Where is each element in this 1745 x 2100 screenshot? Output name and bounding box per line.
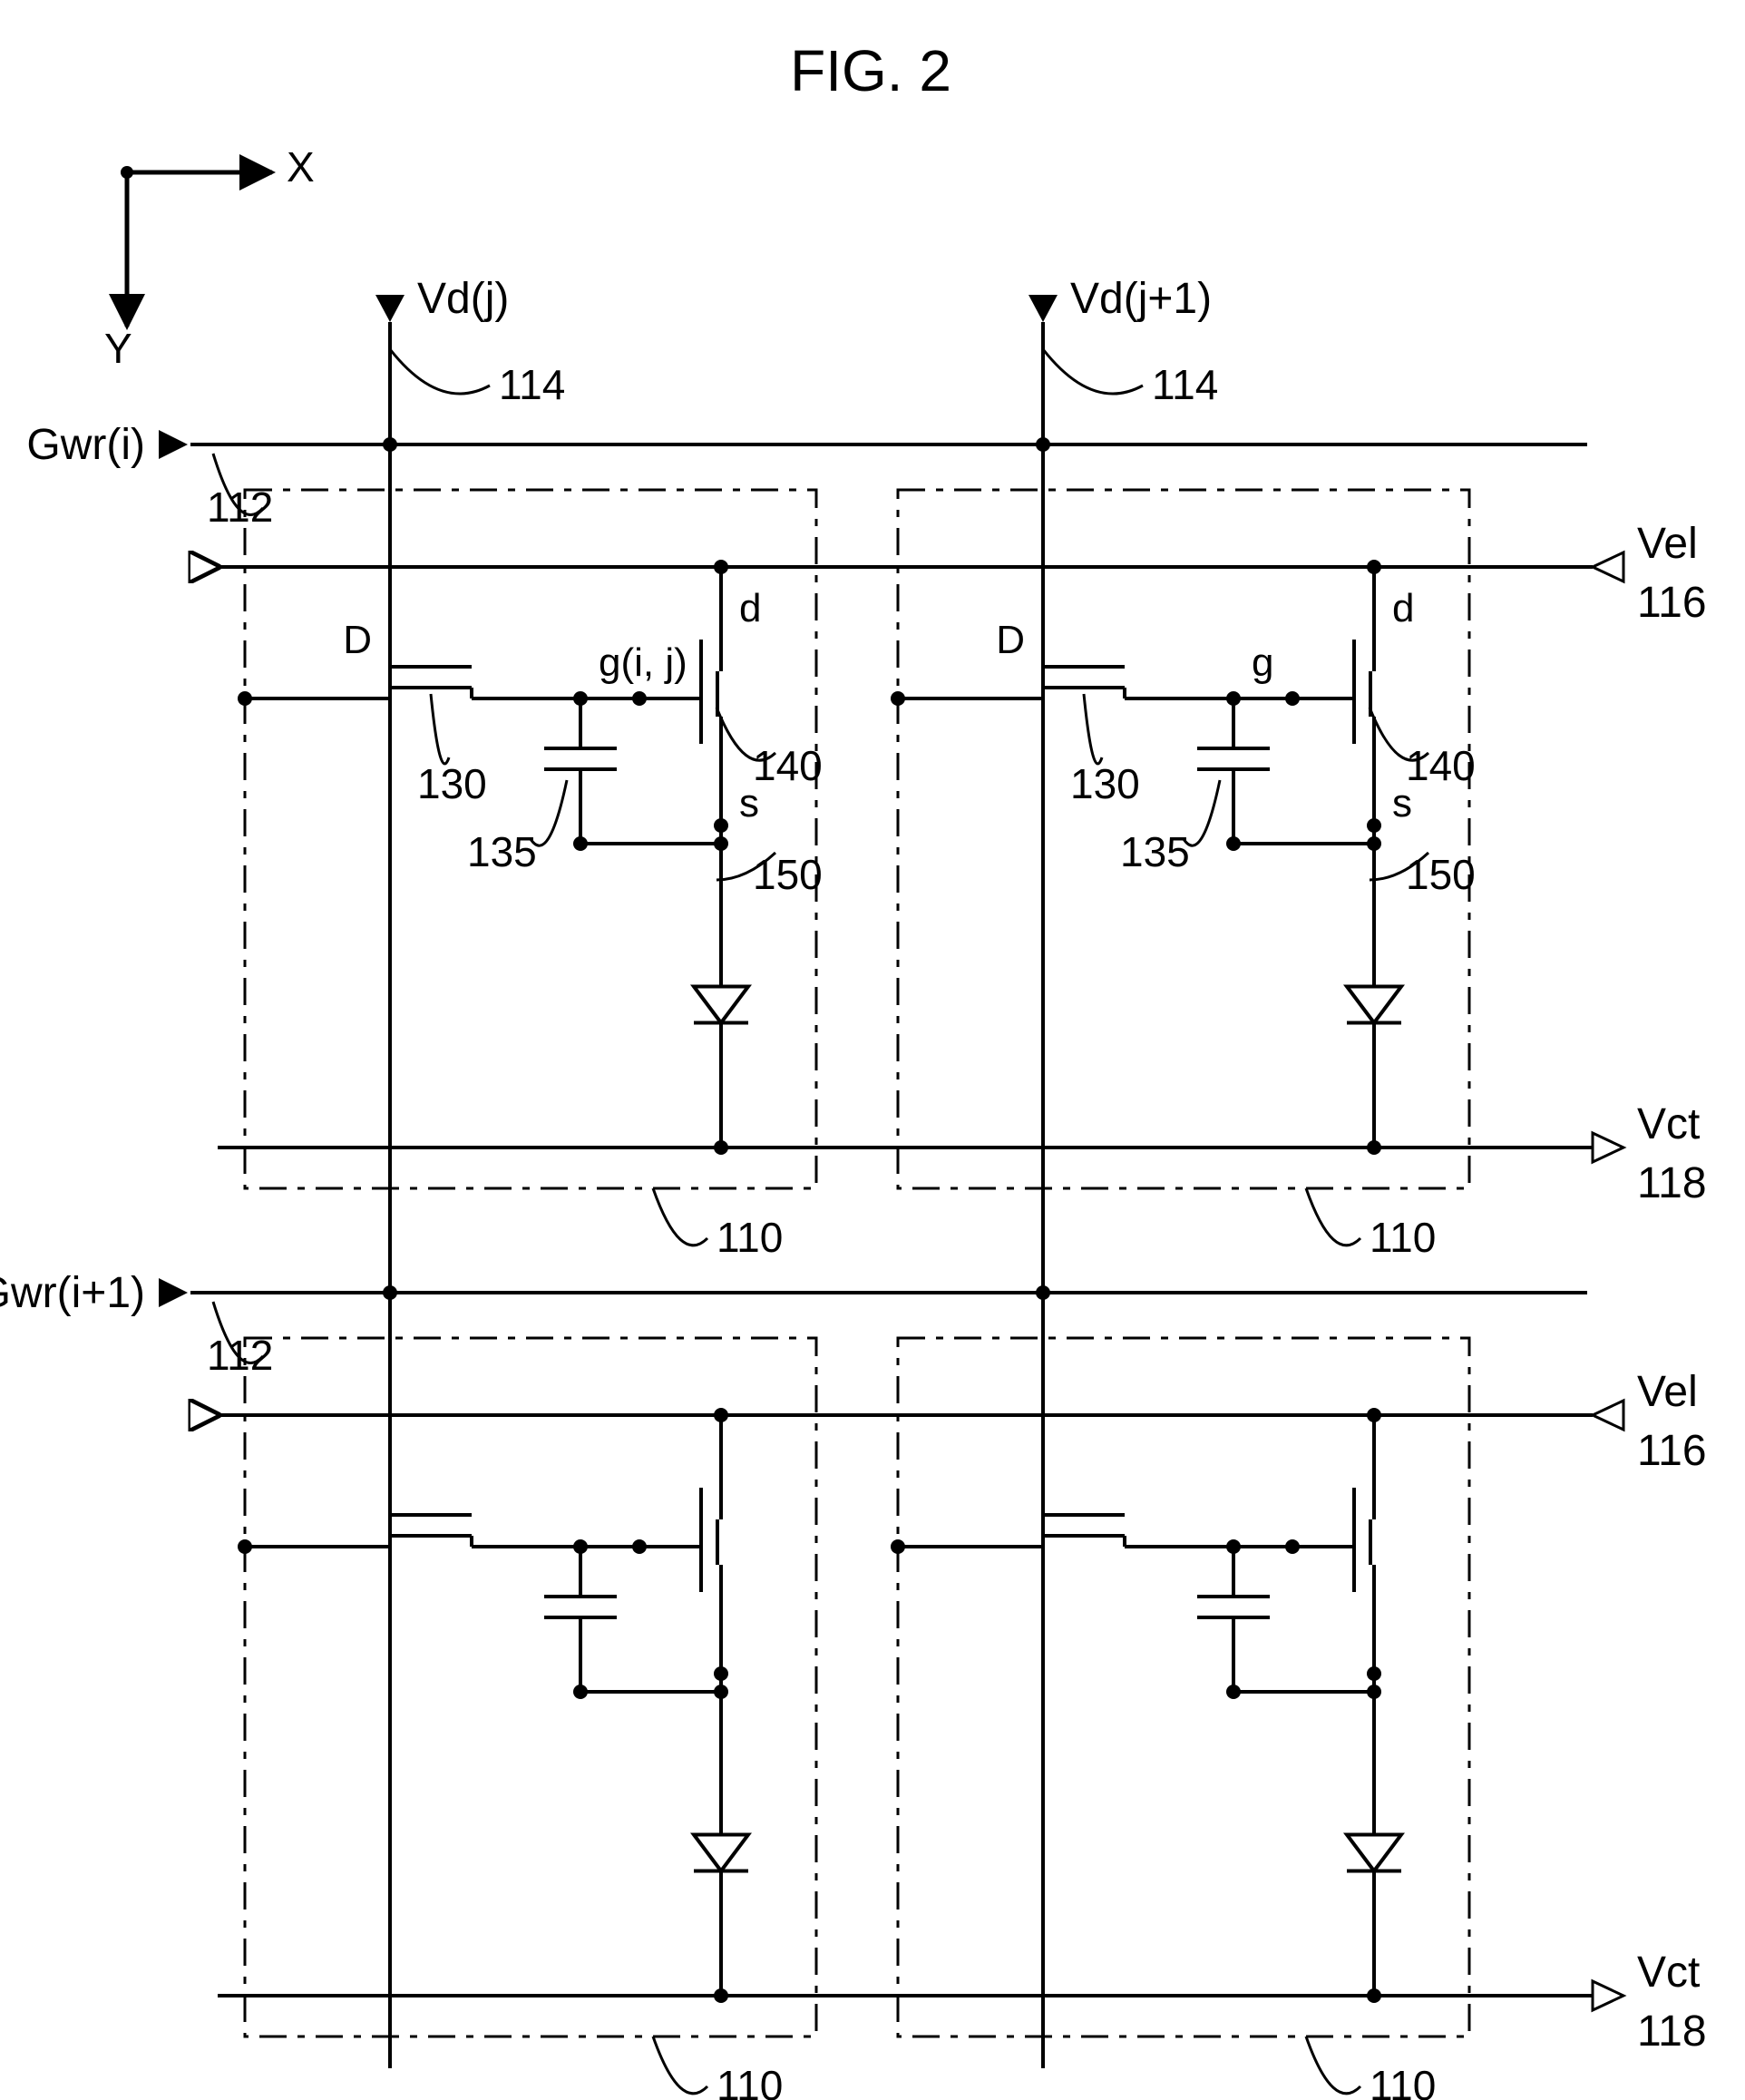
- axis-xy: X Y: [104, 143, 315, 372]
- ref-label: 140: [753, 742, 823, 789]
- ref-label: 110: [717, 2062, 783, 2100]
- axis-x-label: X: [287, 143, 315, 190]
- ref-label: 112: [207, 1332, 273, 1379]
- ref-label: 130: [1070, 760, 1140, 807]
- vd-label: Vd(j+1): [1070, 275, 1212, 323]
- gwr-label: Gwr(i): [26, 421, 145, 469]
- vel-ref: 116: [1637, 579, 1707, 627]
- label-D: D: [996, 618, 1025, 662]
- vct-ref: 118: [1637, 2007, 1707, 2056]
- vel-ref: 116: [1637, 1427, 1707, 1475]
- vct-ref: 118: [1637, 1159, 1707, 1207]
- pixel-cell: Ddsg(i, j): [238, 437, 816, 1188]
- ref-label: 110: [1370, 2062, 1436, 2100]
- vct-label: Vct: [1637, 1949, 1700, 1997]
- label-d: d: [1392, 586, 1414, 630]
- label-D: D: [343, 618, 372, 662]
- label-g: g: [1252, 640, 1273, 685]
- figure-title: FIG. 2: [790, 38, 951, 103]
- vel-label: Vel: [1637, 1368, 1698, 1416]
- pixel-cell: Ddsg: [891, 437, 1469, 1188]
- ref-label: 110: [1370, 1214, 1436, 1261]
- ref-label: 112: [207, 483, 273, 531]
- ref-label: 135: [467, 828, 537, 875]
- ref-label: 135: [1120, 828, 1190, 875]
- vct-label: Vct: [1637, 1100, 1700, 1148]
- ref-label: 150: [1406, 851, 1476, 898]
- ref-label: 114: [499, 361, 565, 408]
- ref-label: 110: [717, 1214, 783, 1261]
- label-g: g(i, j): [599, 640, 687, 685]
- ref-label: 150: [753, 851, 823, 898]
- axis-y-label: Y: [104, 325, 132, 372]
- pixel-cell: [238, 1285, 816, 2037]
- ref-label: 114: [1152, 361, 1218, 408]
- ref-label: 140: [1406, 742, 1476, 789]
- vd-label: Vd(j): [417, 275, 509, 323]
- vel-label: Vel: [1637, 520, 1698, 568]
- ref-label: 130: [417, 760, 487, 807]
- label-d: d: [739, 586, 761, 630]
- gwr-label: Gwr(i+1): [0, 1269, 145, 1317]
- pixel-cell: [891, 1285, 1469, 2037]
